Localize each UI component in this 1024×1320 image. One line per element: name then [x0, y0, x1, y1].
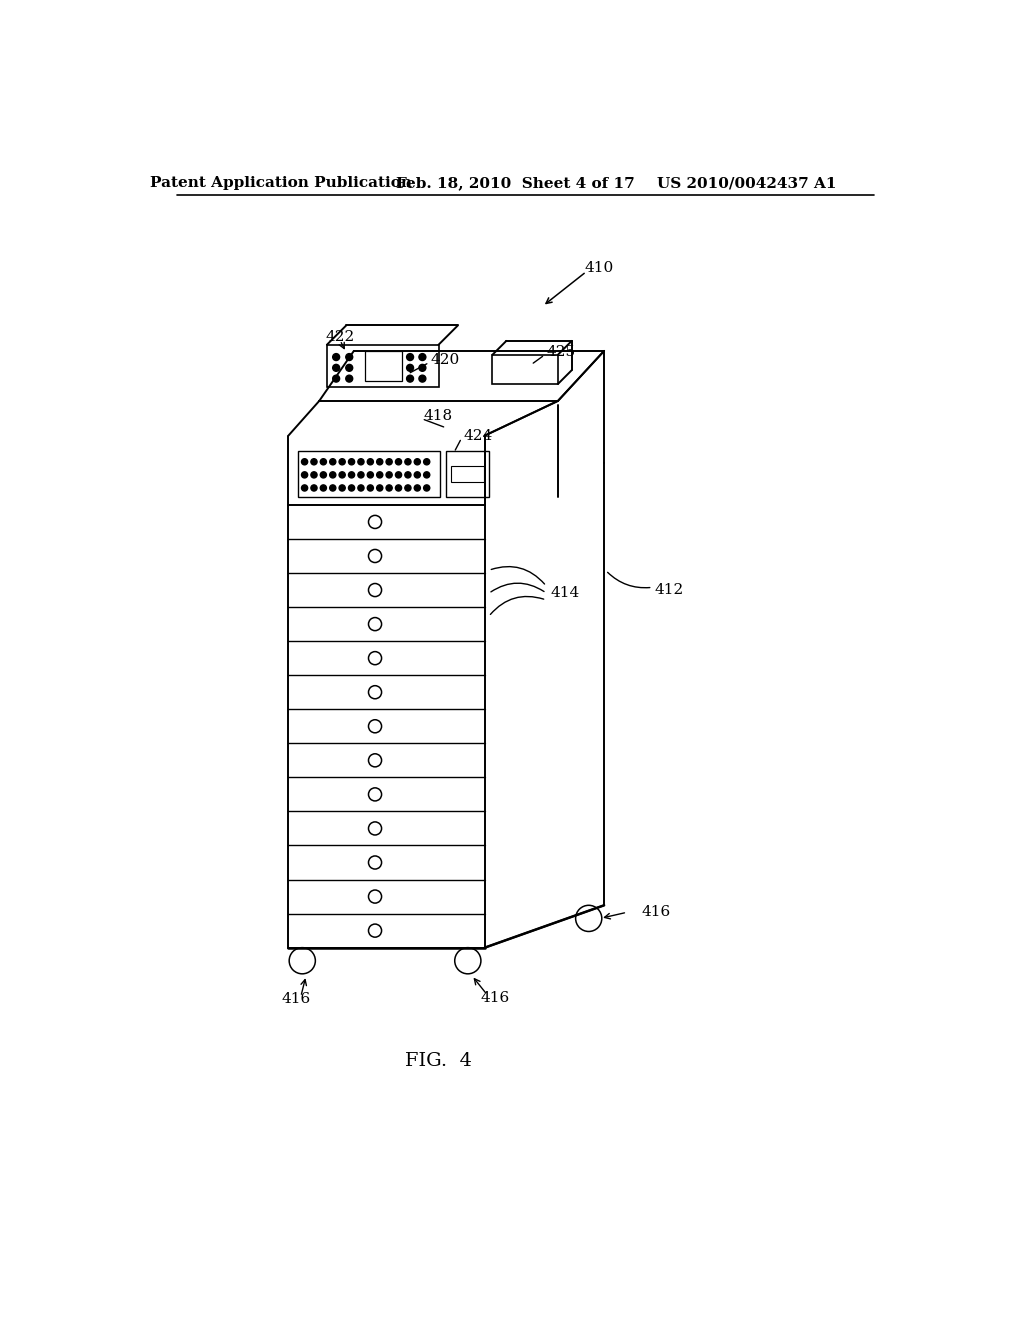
Circle shape — [339, 471, 345, 478]
Circle shape — [415, 484, 421, 491]
Text: Patent Application Publication: Patent Application Publication — [150, 176, 412, 190]
Circle shape — [415, 471, 421, 478]
Circle shape — [348, 459, 354, 465]
Circle shape — [357, 484, 364, 491]
Circle shape — [419, 364, 426, 371]
Circle shape — [311, 459, 317, 465]
Circle shape — [321, 471, 327, 478]
Circle shape — [333, 364, 340, 371]
Circle shape — [311, 471, 317, 478]
Bar — [446, 451, 488, 498]
Circle shape — [330, 484, 336, 491]
Circle shape — [368, 459, 374, 465]
Circle shape — [348, 484, 354, 491]
Circle shape — [330, 459, 336, 465]
Text: 416: 416 — [480, 991, 509, 1005]
Text: 418: 418 — [423, 409, 453, 424]
Circle shape — [419, 375, 426, 381]
Circle shape — [357, 459, 364, 465]
Circle shape — [321, 484, 327, 491]
Circle shape — [395, 484, 401, 491]
Text: FIG.  4: FIG. 4 — [406, 1052, 472, 1069]
Circle shape — [311, 484, 317, 491]
Text: 420: 420 — [431, 354, 460, 367]
Bar — [327, 345, 438, 387]
Text: 414: 414 — [550, 586, 580, 601]
Circle shape — [415, 459, 421, 465]
Text: 416: 416 — [282, 993, 310, 1006]
Circle shape — [346, 354, 352, 360]
Circle shape — [333, 375, 340, 381]
Circle shape — [339, 484, 345, 491]
Circle shape — [404, 459, 411, 465]
Circle shape — [368, 471, 374, 478]
Text: 424: 424 — [463, 429, 493, 442]
Circle shape — [404, 484, 411, 491]
Circle shape — [346, 364, 352, 371]
Circle shape — [368, 484, 374, 491]
Circle shape — [407, 375, 414, 381]
Circle shape — [301, 459, 307, 465]
Circle shape — [407, 354, 414, 360]
Circle shape — [424, 471, 430, 478]
Circle shape — [321, 459, 327, 465]
Circle shape — [339, 459, 345, 465]
Circle shape — [407, 364, 414, 371]
Circle shape — [377, 471, 383, 478]
Circle shape — [424, 459, 430, 465]
Text: 412: 412 — [654, 582, 683, 597]
Circle shape — [348, 471, 354, 478]
Circle shape — [330, 471, 336, 478]
Circle shape — [395, 471, 401, 478]
Circle shape — [386, 459, 392, 465]
Bar — [493, 355, 558, 384]
Text: 416: 416 — [641, 906, 671, 919]
Text: Feb. 18, 2010  Sheet 4 of 17: Feb. 18, 2010 Sheet 4 of 17 — [396, 176, 635, 190]
Circle shape — [357, 471, 364, 478]
Circle shape — [424, 484, 430, 491]
Text: 410: 410 — [585, 261, 614, 275]
Circle shape — [419, 354, 426, 360]
Bar — [451, 466, 484, 482]
Circle shape — [377, 459, 383, 465]
Circle shape — [377, 484, 383, 491]
Circle shape — [386, 471, 392, 478]
Text: 422: 422 — [326, 330, 354, 345]
Circle shape — [346, 375, 352, 381]
Circle shape — [301, 484, 307, 491]
Circle shape — [301, 471, 307, 478]
Circle shape — [333, 354, 340, 360]
Circle shape — [395, 459, 401, 465]
Bar — [298, 451, 440, 498]
Circle shape — [404, 471, 411, 478]
Text: US 2010/0042437 A1: US 2010/0042437 A1 — [656, 176, 837, 190]
Circle shape — [386, 484, 392, 491]
Text: 425: 425 — [547, 346, 575, 359]
Bar — [366, 351, 402, 381]
